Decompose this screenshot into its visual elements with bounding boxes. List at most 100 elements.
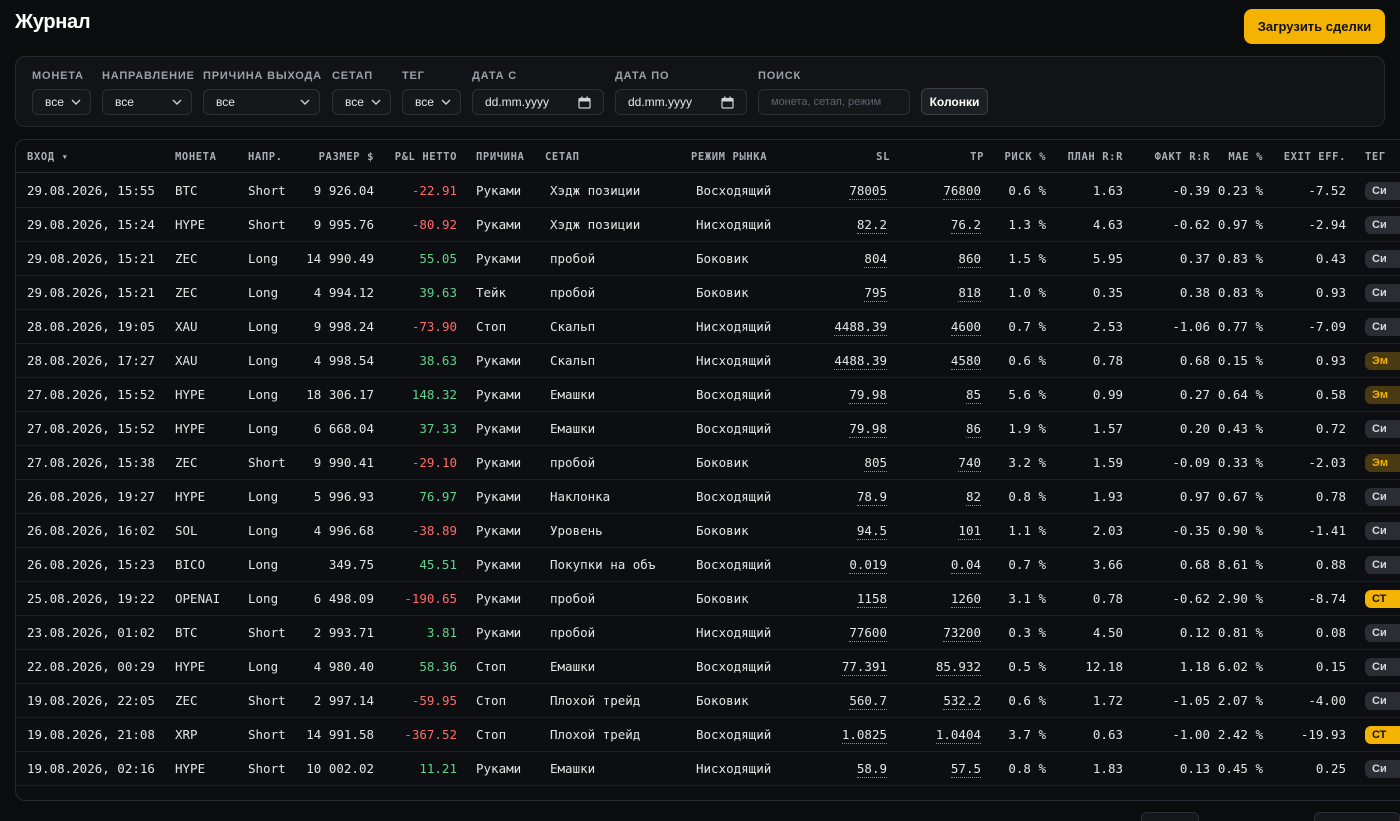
col-header-tp[interactable]: TP bbox=[970, 151, 984, 163]
cell-tp-value[interactable]: 76.2 bbox=[950, 217, 981, 234]
cell-sl-value[interactable]: 78.9 bbox=[856, 489, 887, 506]
col-header-setup[interactable]: СЕТАП bbox=[545, 151, 580, 163]
pagination-button[interactable] bbox=[1141, 812, 1199, 821]
cell-tp-value[interactable]: 1260 bbox=[950, 591, 981, 608]
cell-sl-value[interactable]: 1158 bbox=[856, 591, 887, 608]
col-header-entry[interactable]: ВХОД ▾ bbox=[27, 151, 69, 163]
cell-size: 18 306.17 bbox=[277, 387, 374, 402]
cell-sl-value[interactable]: 795 bbox=[864, 285, 887, 302]
table-row[interactable]: 19.08.2026, 02:16 HYPE Short 10 002.02 11.21… bbox=[16, 752, 1400, 786]
cell-sl-value[interactable]: 77600 bbox=[849, 625, 887, 642]
cell-tp-value[interactable]: 86 bbox=[965, 421, 981, 438]
filter-exit-reason-select[interactable]: все bbox=[203, 89, 320, 115]
calendar-icon[interactable] bbox=[721, 96, 734, 109]
filter-setup-select[interactable]: все bbox=[332, 89, 391, 115]
search-input[interactable]: монета, сетап, режим bbox=[758, 89, 910, 115]
cell-reason-value: Руками bbox=[476, 387, 522, 402]
table-row[interactable]: 29.08.2026, 15:21 ZEC Long 14 990.49 55.05 Ру… bbox=[16, 242, 1400, 276]
cell-sl-value[interactable]: 82.2 bbox=[856, 217, 887, 234]
cell-tp-value[interactable]: 532.2 bbox=[943, 693, 981, 710]
col-header-pnl[interactable]: P&L НЕТТО bbox=[394, 151, 457, 163]
table-row[interactable]: 19.08.2026, 22:05 ZEC Short 2 997.14 -59.95 С… bbox=[16, 684, 1400, 718]
cell-tp-value[interactable]: 860 bbox=[958, 251, 981, 268]
cell-sl-value[interactable]: 79.98 bbox=[849, 421, 887, 438]
cell-sl-value[interactable]: 0.019 bbox=[849, 557, 887, 574]
table-row[interactable]: 26.08.2026, 16:02 SOL Long 4 996.68 -38.89 Ру… bbox=[16, 514, 1400, 548]
filter-coin-select[interactable]: все bbox=[32, 89, 91, 115]
calendar-icon[interactable] bbox=[578, 96, 591, 109]
table-row[interactable]: 27.08.2026, 15:38 ZEC Short 9 990.41 -29.10 Р… bbox=[16, 446, 1400, 480]
cell-tp-value[interactable]: 82 bbox=[965, 489, 981, 506]
cell-tp-value[interactable]: 73200 bbox=[943, 625, 981, 642]
cell-tp-value[interactable]: 818 bbox=[958, 285, 981, 302]
cell-fact-rr: 0.37 bbox=[1128, 251, 1210, 266]
col-header-reason[interactable]: ПРИЧИНА bbox=[476, 151, 525, 163]
cell-sl-value[interactable]: 1.0825 bbox=[841, 727, 887, 744]
col-header-coin[interactable]: МОНЕТА bbox=[175, 151, 217, 163]
filter-direction-select[interactable]: все bbox=[102, 89, 192, 115]
cell-tp-value[interactable]: 740 bbox=[958, 455, 981, 472]
table-row[interactable]: 27.08.2026, 15:52 HYPE Long 6 668.04 37.33 Ру… bbox=[16, 412, 1400, 446]
cell-risk: 3.2 % bbox=[986, 455, 1046, 470]
cell-pnl: 39.63 bbox=[377, 285, 457, 300]
cell-sl-value[interactable]: 805 bbox=[864, 455, 887, 472]
table-row[interactable]: 22.08.2026, 00:29 HYPE Long 4 980.40 58.36 Ст… bbox=[16, 650, 1400, 684]
cell-sl-value[interactable]: 94.5 bbox=[856, 523, 887, 540]
tag-badge: Си bbox=[1365, 250, 1400, 268]
filter-date-to-input[interactable]: dd.mm.yyyy bbox=[615, 89, 747, 115]
table-row[interactable]: 29.08.2026, 15:55 BTC Short 9 926.04 -22.91 Р… bbox=[16, 174, 1400, 208]
cell-sl-value[interactable]: 77.391 bbox=[841, 659, 887, 676]
cell-risk-value: 0.3 % bbox=[1008, 625, 1046, 640]
col-header-size[interactable]: РАЗМЕР $ bbox=[318, 151, 374, 163]
col-header-direction[interactable]: НАПР. bbox=[248, 151, 283, 163]
columns-button[interactable]: Колонки bbox=[921, 88, 988, 115]
cell-tp-value[interactable]: 4600 bbox=[950, 319, 981, 336]
cell-tp-value[interactable]: 57.5 bbox=[950, 761, 981, 778]
cell-regime: Боковик bbox=[696, 285, 749, 300]
cell-sl-value[interactable]: 58.9 bbox=[856, 761, 887, 778]
cell-plan-rr: 12.18 bbox=[1052, 659, 1123, 674]
col-header-plan-rr[interactable]: ПЛАН R:R bbox=[1067, 151, 1123, 163]
col-header-sl[interactable]: SL bbox=[876, 151, 890, 163]
table-row[interactable]: 28.08.2026, 17:27 XAU Long 4 998.54 38.63 Рук… bbox=[16, 344, 1400, 378]
cell-tp-value[interactable]: 101 bbox=[958, 523, 981, 540]
table-row[interactable]: 26.08.2026, 19:27 HYPE Long 5 996.93 76.97 Ру… bbox=[16, 480, 1400, 514]
cell-sl-value[interactable]: 804 bbox=[864, 251, 887, 268]
cell-tp-value[interactable]: 85.932 bbox=[935, 659, 981, 676]
cell-tp-value[interactable]: 4580 bbox=[950, 353, 981, 370]
filter-tag-select[interactable]: все bbox=[402, 89, 461, 115]
cell-direction-value: Short bbox=[248, 727, 286, 742]
filter-date-from-input[interactable]: dd.mm.yyyy bbox=[472, 89, 604, 115]
col-header-mae[interactable]: MAE % bbox=[1228, 151, 1263, 163]
cell-sl-value[interactable]: 79.98 bbox=[849, 387, 887, 404]
cell-sl-value[interactable]: 560.7 bbox=[849, 693, 887, 710]
cell-direction: Long bbox=[248, 387, 278, 402]
cell-tp-value[interactable]: 76800 bbox=[943, 183, 981, 200]
cell-tp-value[interactable]: 85 bbox=[965, 387, 981, 404]
cell-tp: 818 bbox=[896, 285, 981, 302]
cell-sl-value[interactable]: 4488.39 bbox=[834, 319, 887, 336]
table-row[interactable]: 28.08.2026, 19:05 XAU Long 9 998.24 -73.90 Ст… bbox=[16, 310, 1400, 344]
col-header-exit-eff[interactable]: EXIT EFF. bbox=[1283, 151, 1346, 163]
table-row[interactable]: 27.08.2026, 15:52 HYPE Long 18 306.17 148.32… bbox=[16, 378, 1400, 412]
cell-tp-value[interactable]: 1.0404 bbox=[935, 727, 981, 744]
chevron-down-icon bbox=[172, 99, 182, 105]
pagination-button[interactable] bbox=[1314, 812, 1400, 821]
table-row[interactable]: 25.08.2026, 19:22 OPENAI Long 6 498.09 -190.… bbox=[16, 582, 1400, 616]
cell-sl-value[interactable]: 4488.39 bbox=[834, 353, 887, 370]
table-row[interactable]: 29.08.2026, 15:24 HYPE Short 9 995.76 -80.92… bbox=[16, 208, 1400, 242]
col-header-risk[interactable]: РИСК % bbox=[1004, 151, 1046, 163]
col-header-fact-rr[interactable]: ФАКТ R:R bbox=[1154, 151, 1210, 163]
table-row[interactable]: 19.08.2026, 21:08 XRP Short 14 991.58 -367.5… bbox=[16, 718, 1400, 752]
col-header-tag[interactable]: ТЕГ bbox=[1365, 151, 1386, 163]
upload-trades-button[interactable]: Загрузить сделки bbox=[1244, 9, 1385, 44]
cell-tp-value[interactable]: 0.04 bbox=[950, 557, 981, 574]
table-row[interactable]: 29.08.2026, 15:21 ZEC Long 4 994.12 39.63 Тей… bbox=[16, 276, 1400, 310]
cell-size-value: 349.75 bbox=[328, 557, 374, 572]
cell-risk: 1.3 % bbox=[986, 217, 1046, 232]
col-header-regime[interactable]: РЕЖИМ РЫНКА bbox=[691, 151, 768, 163]
cell-sl-value[interactable]: 78005 bbox=[849, 183, 887, 200]
table-row[interactable]: 23.08.2026, 01:02 BTC Short 2 993.71 3.81 Рук… bbox=[16, 616, 1400, 650]
cell-exit-eff-value: -19.93 bbox=[1300, 727, 1346, 742]
table-row[interactable]: 26.08.2026, 15:23 BICO Long 349.75 45.51 Рука… bbox=[16, 548, 1400, 582]
